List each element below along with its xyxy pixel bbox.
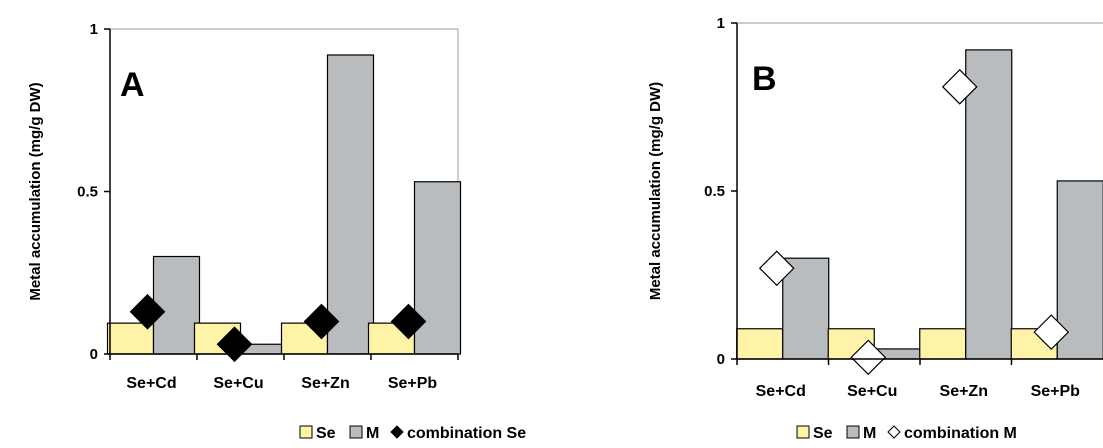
legend-label-se: Se <box>813 425 833 442</box>
y-tick-label: 0.5 <box>77 184 98 201</box>
x-tick-label: Se+Cd <box>126 375 176 392</box>
bar-m <box>413 181 462 355</box>
legend-swatch-se <box>299 425 313 439</box>
scatter-point-open-diamond <box>1033 314 1070 350</box>
legend-swatch-m <box>349 425 363 439</box>
legend-label-combination: combination Se <box>407 425 526 442</box>
x-tick-label: Se+Cu <box>213 375 263 392</box>
bar-m <box>326 54 375 355</box>
chart-panel-b: Se+Cd Se+Cu Se+Zn Se+Pb 0 0.5 1 Metal accumulat… <box>647 15 1103 442</box>
scatter-point-open-diamond <box>941 68 978 105</box>
scatter-point-filled-diamond <box>216 326 253 363</box>
bar-m <box>782 257 830 360</box>
legend-label-m: M <box>366 425 379 442</box>
legend-label-m: M <box>863 425 876 442</box>
x-tick-label: Se+Zn <box>940 383 988 400</box>
legend-label-se: Se <box>316 425 336 442</box>
x-tick-label: Se+Pb <box>1031 383 1081 400</box>
x-tick-label: Se+Zn <box>301 375 349 392</box>
scatter-point-open-diamond <box>758 250 795 287</box>
scatter-point-filled-diamond <box>390 303 427 340</box>
chart-panel-a: Se+Cd Se+Cu Se+Zn Se+Pb 0 0.5 1 Metal accumulat… <box>27 21 526 442</box>
legend-marker-diamond <box>390 425 404 439</box>
y-tick-label: 1 <box>717 15 725 32</box>
legend-swatch-se <box>796 425 810 439</box>
scatter-point-open-diamond <box>850 339 887 376</box>
y-axis-label: Metal accumulation (mg/g DW) <box>647 82 664 300</box>
legend-marker-diamond <box>887 425 901 439</box>
y-tick-label: 1 <box>90 21 98 38</box>
bar-se <box>736 328 784 360</box>
panel-label: A <box>120 66 145 104</box>
y-axis-label: Metal accumulation (mg/g DW) <box>27 82 44 300</box>
x-tick-label: Se+Pb <box>388 375 438 392</box>
bar-m <box>152 255 201 355</box>
legend-swatch-m <box>846 425 860 439</box>
scatter-point-filled-diamond <box>303 303 340 340</box>
y-tick-label: 0.5 <box>704 183 725 200</box>
panel-label: B <box>752 60 777 98</box>
bar-se <box>919 328 967 360</box>
x-tick-label: Se+Cu <box>847 383 897 400</box>
bar-m <box>965 49 1013 360</box>
scatter-point-filled-diamond <box>129 293 166 330</box>
legend-label-combination: combination M <box>904 425 1017 442</box>
y-tick-label: 0 <box>717 351 725 368</box>
y-tick-label: 0 <box>90 346 98 363</box>
x-tick-label: Se+Cd <box>756 383 806 400</box>
